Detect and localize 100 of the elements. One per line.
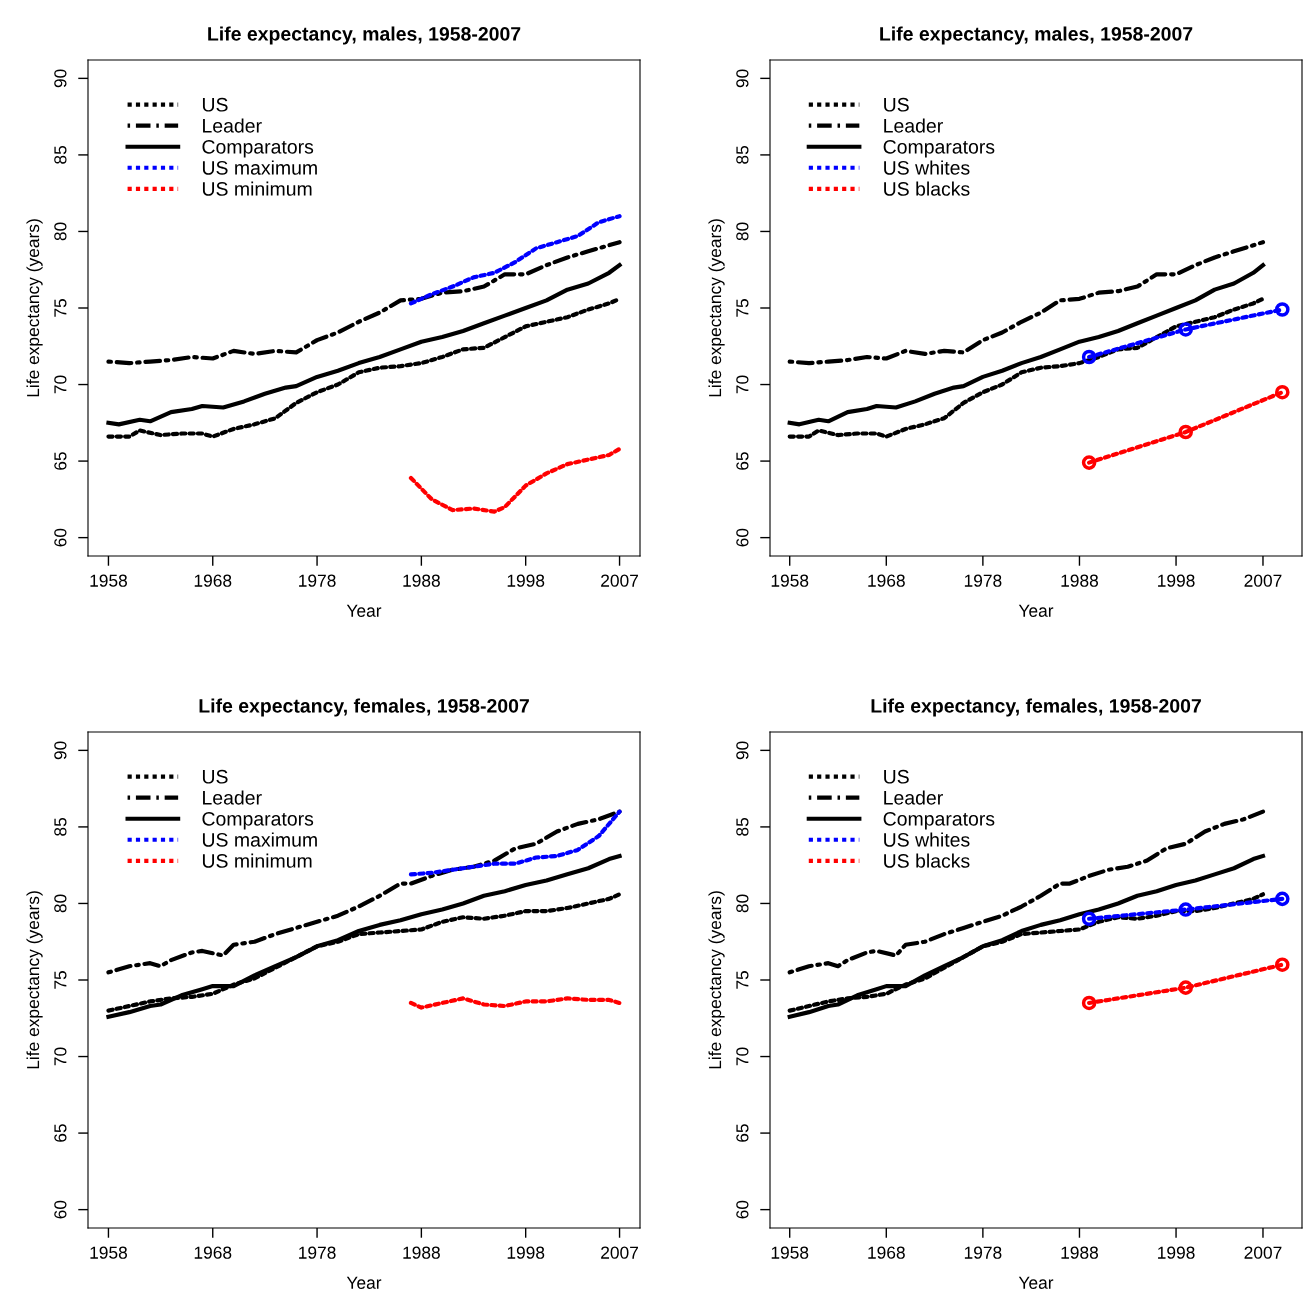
y-axis-title: Life expectancy (years) [26, 219, 43, 397]
x-tick-label: 2007 [601, 1246, 638, 1259]
y-axis-title: Life expectancy (years) [708, 891, 725, 1069]
y-tick-label: 70 [736, 375, 749, 394]
legend-label: US [202, 769, 228, 784]
legend-label: US minimum [202, 181, 312, 196]
legend-label: Comparators [202, 811, 314, 830]
x-tick-label: 1998 [1158, 1246, 1195, 1259]
x-tick-label: 1978 [964, 574, 1002, 587]
x-tick-label: 1988 [1061, 574, 1099, 587]
y-tick-label: 70 [736, 1047, 749, 1066]
point [1178, 902, 1194, 917]
line-series [106, 263, 622, 427]
point [1275, 891, 1290, 907]
legend-label: US whites [884, 160, 970, 175]
y-axis-title: Life expectancy (years) [708, 219, 725, 397]
chart-title: Life expectancy, females, 1958-2007 [871, 698, 1201, 717]
x-tick-label: 1968 [868, 574, 905, 587]
y-tick-label: 75 [736, 299, 749, 317]
y-tick-label: 85 [736, 817, 749, 836]
legend-label: Leader [203, 790, 262, 805]
x-tick-label: 2007 [601, 574, 638, 587]
line-series [408, 996, 622, 1010]
x-tick-label: 1998 [507, 1246, 545, 1259]
point [1275, 302, 1290, 317]
legend-label: US [884, 769, 909, 784]
y-tick-label: 85 [54, 145, 67, 164]
line-series [787, 240, 1266, 366]
legend-label: US blacks [884, 853, 970, 868]
legend-label: US [884, 97, 909, 112]
legend-label: US blacks [884, 181, 970, 196]
line-series [408, 214, 622, 306]
y-tick-label: 80 [736, 894, 749, 913]
y-tick-label: 85 [736, 145, 749, 164]
y-tick-label: 90 [54, 741, 67, 760]
y-tick-label: 80 [54, 222, 67, 241]
y-tick-label: 65 [736, 452, 749, 470]
y-tick-label: 85 [54, 817, 67, 836]
line-series [408, 446, 622, 514]
y-tick-label: 90 [736, 69, 749, 88]
legend-label: Comparators [883, 139, 995, 158]
x-tick-label: 1968 [868, 1246, 905, 1259]
x-tick-label: 1988 [403, 1246, 440, 1259]
point [1081, 455, 1097, 470]
line-series [106, 853, 622, 1019]
x-tick-label: 2007 [1244, 574, 1282, 587]
y-tick-label: 80 [54, 894, 67, 913]
legend-label: Comparators [202, 139, 314, 158]
line-series [787, 296, 1266, 439]
legend-label: US maximum [202, 832, 317, 847]
x-tick-label: 1968 [194, 1246, 232, 1259]
legend-label: Leader [203, 118, 262, 133]
legend-label: Comparators [883, 811, 995, 830]
x-tick-label: 1958 [90, 574, 127, 587]
line-series [787, 263, 1266, 427]
x-tick-label: 1998 [1158, 574, 1195, 587]
point [1081, 995, 1097, 1011]
chart-title: Life expectancy, females, 1958-2007 [199, 698, 529, 717]
point [1081, 911, 1097, 927]
x-axis-title: Year [346, 1276, 382, 1289]
x-axis-title: Year [1018, 1276, 1054, 1289]
line-series [787, 853, 1266, 1019]
point [1178, 424, 1194, 440]
x-tick-label: 1958 [90, 1246, 127, 1259]
y-tick-label: 60 [736, 528, 749, 547]
x-tick-label: 1988 [403, 574, 440, 587]
x-axis-title: Year [346, 604, 382, 617]
y-tick-label: 65 [54, 1124, 67, 1142]
y-axis-title: Life expectancy (years) [26, 891, 43, 1069]
y-tick-label: 65 [736, 1124, 749, 1142]
y-tick-label: 80 [736, 222, 749, 241]
y-tick-label: 60 [54, 1200, 67, 1219]
x-tick-label: 1988 [1061, 1246, 1099, 1259]
chart-title: Life expectancy, males, 1958-2007 [208, 26, 521, 45]
legend-label: US whites [884, 832, 970, 847]
line-series [787, 809, 1266, 975]
legend-label: Leader [884, 790, 943, 805]
x-axis-title: Year [1018, 604, 1054, 617]
y-tick-label: 60 [736, 1200, 749, 1219]
x-tick-label: 1968 [194, 574, 232, 587]
y-tick-label: 75 [736, 971, 749, 989]
point [1178, 322, 1194, 337]
legend-label: US [202, 97, 228, 112]
y-tick-label: 75 [54, 299, 67, 317]
point [1081, 349, 1097, 365]
line-series [106, 240, 622, 366]
x-tick-label: 2007 [1244, 1246, 1282, 1259]
line-series [408, 809, 622, 877]
x-tick-label: 1978 [964, 1246, 1002, 1259]
point [1275, 957, 1290, 972]
x-tick-label: 1978 [299, 1246, 336, 1259]
y-tick-label: 60 [54, 528, 67, 547]
chart-title: Life expectancy, males, 1958-2007 [880, 26, 1193, 45]
legend-label: US minimum [202, 853, 312, 868]
y-tick-label: 70 [54, 1047, 67, 1066]
legend-label: US maximum [202, 160, 317, 175]
y-tick-label: 75 [54, 971, 67, 989]
y-tick-label: 70 [54, 375, 67, 394]
legend-label: Leader [884, 118, 943, 133]
y-tick-label: 65 [54, 452, 67, 470]
